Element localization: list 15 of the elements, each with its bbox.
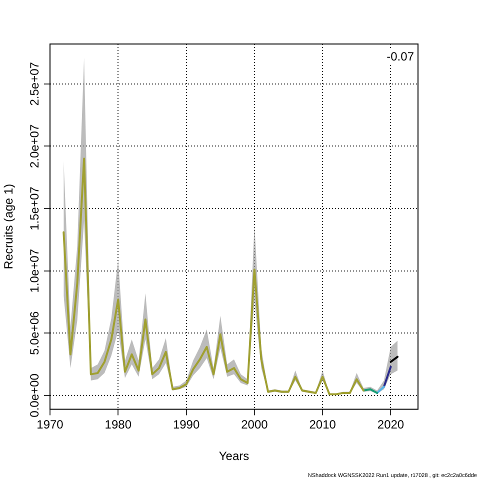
annotation: -0.07 (386, 49, 414, 64)
y-axis-title: Recruits (age 1) (2, 184, 16, 270)
x-tick-label: 2020 (377, 418, 404, 432)
y-tick-label: 2.5e+07 (27, 62, 42, 106)
x-tick-label: 1970 (36, 418, 64, 432)
y-tick-label: 1.0e+07 (27, 248, 42, 293)
x-tick-label: 2010 (309, 418, 336, 432)
y-tick-label: 5.0e+06 (27, 310, 42, 356)
x-axis-title: Years (218, 449, 250, 464)
y-tick-label: 1.5e+07 (27, 186, 42, 230)
y-tick-label: 2.0e+07 (27, 124, 42, 168)
x-tick-label: 1980 (104, 418, 132, 432)
x-tick-label: 2000 (241, 418, 268, 432)
x-tick-label: 1990 (172, 418, 200, 432)
y-tick-label: 0.0e+00 (27, 373, 42, 418)
